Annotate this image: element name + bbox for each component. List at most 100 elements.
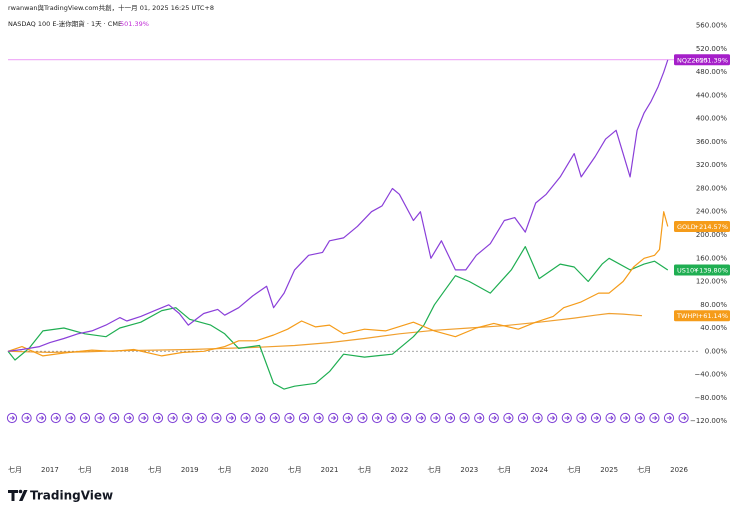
end-label: NQZ2025+501.39%	[674, 54, 730, 66]
y-tick-label: 280.00%	[696, 184, 727, 192]
event-marker	[371, 412, 383, 424]
x-tick-label: 七月	[78, 465, 92, 474]
x-tick-label: 2021	[321, 466, 339, 474]
event-marker-arrow	[243, 415, 249, 421]
event-marker	[50, 412, 61, 424]
event-marker-arrow	[155, 415, 161, 421]
y-tick-label: 0.00%	[705, 347, 728, 355]
event-marker	[415, 412, 426, 424]
y-tick-label: 320.00%	[696, 161, 727, 169]
event-marker	[386, 412, 397, 424]
event-marker-arrow	[360, 415, 366, 421]
x-tick-label: 2020	[251, 466, 269, 474]
event-marker-arrow	[418, 415, 424, 421]
y-tick-label: 400.00%	[696, 115, 727, 123]
brand-name: TradingView	[30, 489, 113, 503]
series-line	[7, 312, 643, 353]
event-marker	[109, 412, 120, 424]
event-marker	[342, 412, 353, 424]
event-marker-arrow	[24, 415, 30, 421]
event-marker	[94, 412, 105, 424]
event-marker	[6, 412, 18, 424]
y-tick-label: 200.00%	[696, 231, 727, 239]
y-tick-label: 240.00%	[696, 208, 727, 216]
end-label: TWHPI +61.14%	[674, 310, 730, 322]
x-tick-label: 七月	[637, 465, 651, 474]
event-marker-arrow	[666, 415, 672, 421]
x-tick-label: 2022	[391, 466, 409, 474]
legend-name: TWHPI	[676, 312, 698, 320]
event-marker	[620, 412, 631, 424]
event-marker	[357, 412, 368, 424]
axes: 560.00% 520.00% 480.00% 440.00% 400.00% 360.0…	[8, 22, 727, 474]
event-marker-arrow	[53, 415, 59, 421]
event-marker	[459, 412, 470, 424]
event-marker-arrow	[520, 415, 526, 421]
event-marker-arrow	[68, 415, 74, 421]
chart-title: NASDAQ 100 E-迷你期貨 · 1天 · CME	[8, 19, 122, 28]
end-label-value: +61.14%	[698, 312, 728, 320]
event-marker-arrow	[301, 415, 307, 421]
x-tick-label: 2024	[530, 466, 548, 474]
event-marker-arrow	[433, 415, 439, 421]
event-marker	[255, 412, 266, 424]
event-marker-arrow	[82, 415, 88, 421]
event-marker-arrow	[97, 415, 103, 421]
event-marker	[152, 412, 164, 424]
event-marker	[576, 412, 587, 424]
y-tick-label: 440.00%	[696, 91, 727, 99]
event-marker-arrow	[389, 415, 395, 421]
x-tick-label: 七月	[427, 465, 441, 474]
event-marker-arrow	[141, 415, 147, 421]
x-tick-label: 2026	[670, 466, 688, 474]
y-tick-label: 40.00%	[700, 324, 727, 332]
y-tick-label: 360.00%	[696, 138, 727, 146]
event-marker	[269, 412, 280, 424]
event-marker-arrow	[593, 415, 599, 421]
event-marker	[561, 412, 572, 424]
end-label-value: +139.80%	[694, 267, 728, 275]
y-tick-label: 160.00%	[696, 254, 727, 262]
event-marker-arrow	[9, 415, 15, 421]
event-marker-arrow	[491, 415, 497, 421]
event-marker	[211, 412, 222, 424]
event-marker-arrow	[404, 415, 410, 421]
event-marker	[123, 412, 134, 424]
event-marker	[444, 412, 456, 424]
event-marker	[488, 412, 499, 424]
event-marker-arrow	[258, 415, 264, 421]
event-marker	[474, 412, 485, 424]
event-marker-arrow	[228, 415, 234, 421]
x-tick-label: 七月	[148, 465, 162, 474]
event-marker	[65, 412, 76, 424]
event-marker-arrow	[579, 415, 585, 421]
event-marker-arrow	[477, 415, 483, 421]
event-marker-arrow	[199, 415, 205, 421]
event-marker-arrow	[681, 415, 687, 421]
event-marker-arrow	[564, 415, 570, 421]
event-marker-arrow	[185, 415, 191, 421]
event-marker	[678, 412, 689, 424]
x-tick-label: 2023	[460, 466, 478, 474]
event-marker	[298, 412, 310, 424]
x-tick-label: 七月	[567, 465, 581, 474]
event-marker	[284, 412, 295, 424]
x-tick-label: 2025	[600, 466, 618, 474]
y-tick-label: 80.00%	[700, 301, 727, 309]
event-marker	[590, 412, 602, 424]
event-marker-arrow	[623, 415, 629, 421]
event-marker-arrow	[608, 415, 614, 421]
event-marker	[532, 412, 543, 424]
event-marker	[401, 412, 412, 424]
x-tick-label: 七月	[497, 465, 511, 474]
event-marker-arrow	[214, 415, 220, 421]
y-tick-label: −120.00%	[690, 417, 727, 425]
event-marker-arrow	[126, 415, 132, 421]
event-marker-arrow	[462, 415, 468, 421]
x-tick-label: 2017	[41, 466, 59, 474]
event-marker-arrow	[550, 415, 556, 421]
event-marker	[313, 412, 324, 424]
event-marker	[225, 412, 237, 424]
